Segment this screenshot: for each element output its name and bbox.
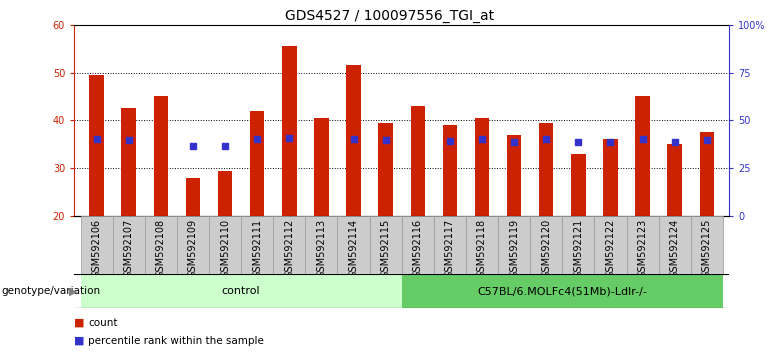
Point xyxy=(186,143,199,149)
Point xyxy=(219,143,232,149)
FancyBboxPatch shape xyxy=(691,216,723,274)
Text: GSM592108: GSM592108 xyxy=(156,219,166,278)
Point xyxy=(444,138,456,144)
Text: control: control xyxy=(222,286,261,296)
Bar xyxy=(154,96,168,216)
Bar xyxy=(218,171,232,216)
FancyBboxPatch shape xyxy=(626,216,658,274)
Point xyxy=(251,137,264,142)
Text: GSM592107: GSM592107 xyxy=(124,219,133,278)
Bar xyxy=(186,178,200,216)
FancyBboxPatch shape xyxy=(273,216,305,274)
Text: GSM592121: GSM592121 xyxy=(573,219,583,278)
Text: GSM592122: GSM592122 xyxy=(605,219,615,278)
Bar xyxy=(539,123,554,216)
Point xyxy=(122,138,135,143)
FancyBboxPatch shape xyxy=(112,216,145,274)
Text: GSM592113: GSM592113 xyxy=(317,219,326,278)
FancyBboxPatch shape xyxy=(305,216,338,274)
Text: GSM592111: GSM592111 xyxy=(252,219,262,278)
Text: GSM592106: GSM592106 xyxy=(91,219,101,278)
Point xyxy=(668,139,681,145)
FancyBboxPatch shape xyxy=(498,216,530,274)
FancyBboxPatch shape xyxy=(338,216,370,274)
Bar xyxy=(571,154,586,216)
FancyBboxPatch shape xyxy=(241,216,273,274)
FancyBboxPatch shape xyxy=(530,216,562,274)
Text: GSM592109: GSM592109 xyxy=(188,219,198,278)
Bar xyxy=(668,144,682,216)
Bar xyxy=(603,139,618,216)
FancyBboxPatch shape xyxy=(209,216,241,274)
Bar xyxy=(636,96,650,216)
Text: GSM592117: GSM592117 xyxy=(445,219,455,278)
Text: GSM592110: GSM592110 xyxy=(220,219,230,278)
Text: GSM592125: GSM592125 xyxy=(702,219,712,278)
Point xyxy=(636,136,649,141)
Text: count: count xyxy=(88,318,118,328)
Point xyxy=(508,139,520,145)
Text: GSM592112: GSM592112 xyxy=(284,219,294,278)
Point xyxy=(90,137,103,142)
Point xyxy=(572,139,584,145)
Bar xyxy=(378,123,393,216)
Text: C57BL/6.MOLFc4(51Mb)-Ldlr-/-: C57BL/6.MOLFc4(51Mb)-Ldlr-/- xyxy=(477,286,647,296)
Text: GDS4527 / 100097556_TGI_at: GDS4527 / 100097556_TGI_at xyxy=(285,9,495,23)
Bar xyxy=(700,132,714,216)
FancyBboxPatch shape xyxy=(145,216,177,274)
FancyBboxPatch shape xyxy=(80,274,402,308)
Text: ▶: ▶ xyxy=(69,286,77,296)
Text: GSM592120: GSM592120 xyxy=(541,219,551,278)
Text: GSM592123: GSM592123 xyxy=(637,219,647,278)
Bar xyxy=(346,65,361,216)
Text: genotype/variation: genotype/variation xyxy=(2,286,101,296)
FancyBboxPatch shape xyxy=(658,216,691,274)
Bar xyxy=(250,111,264,216)
FancyBboxPatch shape xyxy=(434,216,466,274)
FancyBboxPatch shape xyxy=(80,216,112,274)
Text: GSM592116: GSM592116 xyxy=(413,219,423,278)
Text: ■: ■ xyxy=(74,336,84,346)
Text: GSM592114: GSM592114 xyxy=(349,219,359,278)
Bar xyxy=(314,118,328,216)
FancyBboxPatch shape xyxy=(402,216,434,274)
Point xyxy=(604,139,617,145)
Bar xyxy=(410,106,425,216)
FancyBboxPatch shape xyxy=(402,274,723,308)
Bar xyxy=(443,125,457,216)
FancyBboxPatch shape xyxy=(562,216,594,274)
Point xyxy=(347,136,360,141)
Text: GSM592119: GSM592119 xyxy=(509,219,519,278)
FancyBboxPatch shape xyxy=(177,216,209,274)
FancyBboxPatch shape xyxy=(370,216,402,274)
Bar xyxy=(90,75,104,216)
Point xyxy=(700,138,713,143)
Point xyxy=(379,138,392,143)
Point xyxy=(540,137,552,142)
FancyBboxPatch shape xyxy=(466,216,498,274)
Bar xyxy=(122,108,136,216)
Text: ■: ■ xyxy=(74,318,84,328)
Bar xyxy=(475,118,489,216)
Bar xyxy=(282,46,296,216)
Text: percentile rank within the sample: percentile rank within the sample xyxy=(88,336,264,346)
Point xyxy=(283,135,296,141)
Point xyxy=(476,136,488,141)
FancyBboxPatch shape xyxy=(594,216,626,274)
Text: GSM592124: GSM592124 xyxy=(670,219,679,278)
Bar xyxy=(507,135,521,216)
Text: GSM592115: GSM592115 xyxy=(381,219,391,278)
Text: GSM592118: GSM592118 xyxy=(477,219,487,278)
